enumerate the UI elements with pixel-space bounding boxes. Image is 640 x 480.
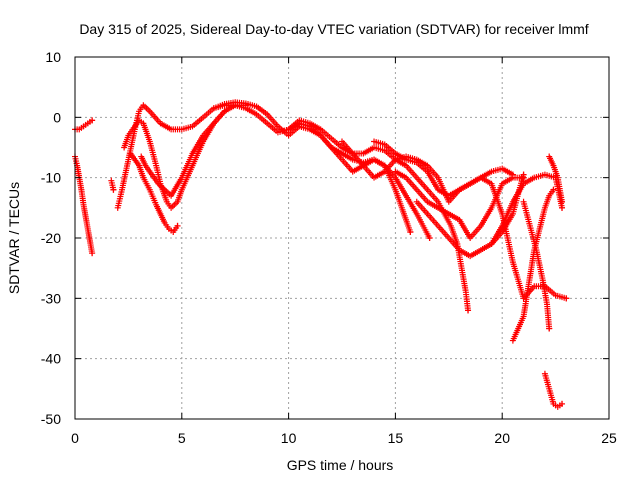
x-axis-label: GPS time / hours [287, 457, 394, 473]
data-point [550, 186, 557, 193]
series-arc-k [371, 138, 570, 302]
series-arc-e [121, 108, 228, 211]
y-tick-label: -10 [41, 170, 61, 186]
y-tick-label: -20 [41, 230, 61, 246]
series-arc-b [72, 153, 96, 257]
data-point [563, 295, 570, 302]
y-tick-label: 0 [53, 109, 61, 125]
data-point [174, 222, 181, 229]
data-point [559, 204, 566, 211]
data-point [559, 400, 566, 407]
y-tick-label: 10 [45, 49, 61, 65]
data-point [110, 186, 117, 193]
y-tick-label: -30 [41, 290, 61, 306]
x-tick-label: 5 [178, 430, 186, 446]
data-point [407, 228, 414, 235]
data-point [559, 198, 566, 205]
y-tick-label: -50 [41, 411, 61, 427]
data-point [89, 117, 96, 124]
data-point [426, 235, 433, 241]
series-arc-p [520, 198, 553, 332]
series-arc-h [210, 99, 414, 235]
series-arc-l [392, 168, 527, 241]
x-tick-label: 15 [388, 430, 404, 446]
data-point [520, 171, 527, 178]
x-tick-label: 25 [601, 430, 617, 446]
data-point [89, 250, 96, 257]
y-axis-label: SDTVAR / TECUs [6, 182, 22, 294]
data-point [465, 307, 472, 314]
data-point [546, 325, 553, 332]
axis-ticks: 0 5 10 15 20 25 10 0 -10 -20 -30 -40 -50 [41, 49, 617, 446]
x-tick-label: 20 [494, 430, 510, 446]
series-arc-g [138, 102, 249, 199]
x-tick-label: 0 [71, 430, 79, 446]
series-arc-o [509, 186, 557, 344]
series-arc-c [108, 177, 117, 193]
series-arc-r [541, 370, 566, 410]
series-arc-i [285, 117, 472, 314]
y-tick-label: -40 [41, 351, 61, 367]
series-arc-q [546, 153, 566, 205]
chart-title: Day 315 of 2025, Sidereal Day-to-day VTE… [79, 21, 588, 37]
series-arc-a [72, 117, 96, 133]
x-tick-label: 10 [281, 430, 297, 446]
series-arc-f [127, 150, 181, 235]
data-points [72, 99, 570, 410]
